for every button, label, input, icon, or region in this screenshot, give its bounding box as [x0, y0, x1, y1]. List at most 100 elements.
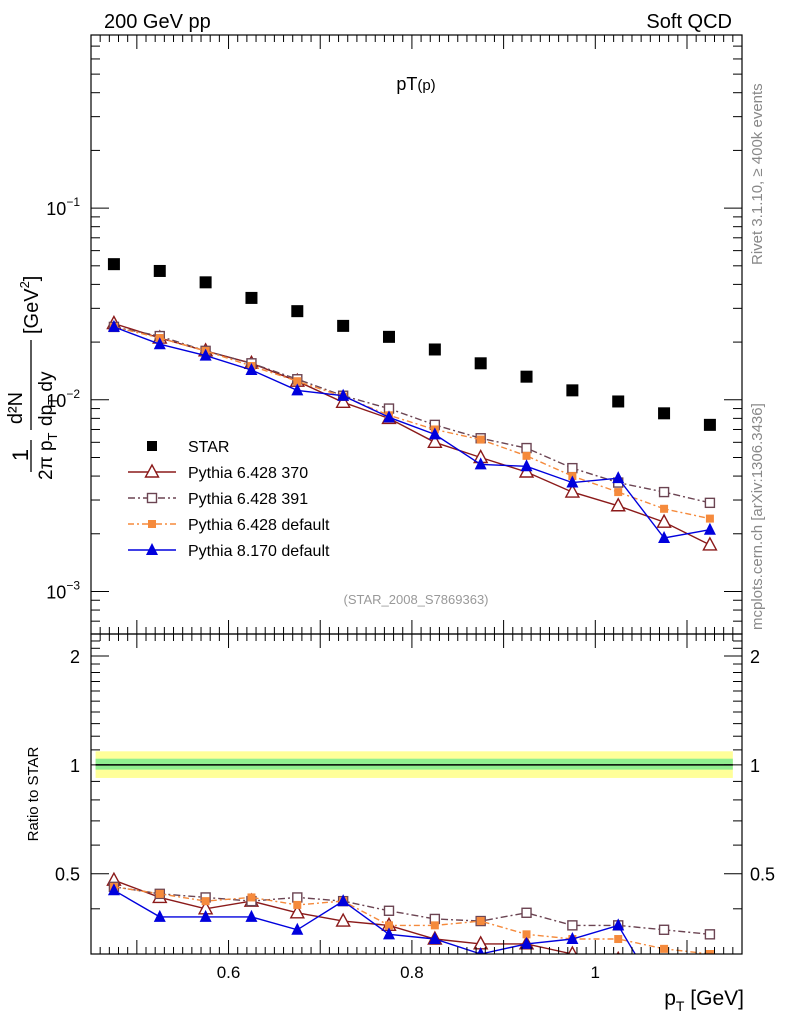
point-star — [612, 395, 625, 408]
y-tick-label: 2 — [750, 647, 760, 667]
point-pdef — [293, 900, 302, 909]
point-p370 — [564, 483, 581, 498]
x-tick-label: 0.8 — [400, 963, 424, 982]
point-p8 — [428, 427, 441, 440]
point-star — [428, 343, 441, 356]
point-star — [566, 384, 579, 397]
point-p370 — [658, 964, 671, 976]
header-left: 200 GeV pp — [104, 11, 211, 33]
point-pdef — [155, 889, 164, 898]
point-pdef — [476, 917, 485, 926]
x-axis-label: pT [GeV] — [664, 987, 744, 1014]
point-star — [703, 418, 716, 431]
point-p391 — [521, 442, 532, 454]
point-pdef — [614, 935, 623, 944]
legend-label: Pythia 6.428 391 — [188, 491, 308, 508]
point-p391 — [704, 497, 716, 509]
point-p370 — [427, 433, 443, 449]
point-p391 — [567, 462, 578, 474]
point-star — [107, 258, 120, 271]
point-pdef — [201, 897, 210, 906]
y-tick-label: 10−1 — [46, 195, 80, 219]
point-p8 — [428, 932, 441, 945]
point-p370 — [567, 945, 577, 954]
point-p8 — [291, 383, 304, 396]
y-tick-label: 2 — [70, 647, 80, 667]
svg-text:dpT dy: dpT dy — [36, 371, 60, 426]
point-star — [382, 330, 395, 343]
point-p8 — [520, 936, 533, 949]
point-star — [474, 357, 487, 370]
legend-label: STAR — [188, 439, 229, 456]
y-tick-label: 1 — [70, 756, 80, 776]
point-p391 — [704, 929, 716, 940]
point-p8 — [382, 410, 395, 423]
point-p8 — [153, 909, 166, 922]
point-p8 — [245, 363, 258, 376]
legend-marker — [148, 520, 156, 528]
point-pdef — [705, 514, 714, 523]
svg-text:2π pT: 2π pT — [36, 432, 60, 480]
point-pdef — [705, 950, 714, 954]
point-star — [520, 370, 533, 383]
point-p8 — [703, 522, 716, 535]
point-p8 — [658, 531, 671, 544]
point-p391 — [658, 486, 670, 498]
point-p8 — [566, 475, 579, 488]
legend-label: Pythia 6.428 370 — [188, 465, 308, 482]
series-line-p8 — [113, 889, 636, 954]
point-pdef — [293, 377, 302, 386]
point-star — [245, 291, 258, 304]
legend-item-star: STAR — [147, 439, 229, 456]
series-line-p391 — [113, 886, 710, 935]
analysis-watermark: (STAR_2008_S7869363) — [343, 592, 488, 607]
point-p8 — [107, 883, 120, 896]
point-pdef — [660, 504, 669, 513]
svg-text:[GeV2]: [GeV2] — [17, 276, 43, 334]
point-p8 — [199, 909, 212, 922]
point-p391 — [521, 907, 532, 918]
y-tick-label: 0.5 — [55, 865, 80, 885]
point-p8 — [382, 927, 395, 940]
side-text-top: Rivet 3.1.10, ≥ 400k events — [749, 83, 766, 265]
point-p391 — [383, 905, 395, 916]
point-star — [199, 276, 212, 289]
y-tick-label: 0.5 — [750, 865, 775, 885]
legend-marker — [146, 543, 158, 555]
chart-title: pT(p) — [396, 74, 435, 94]
legend-marker — [147, 441, 157, 451]
point-p391 — [567, 920, 578, 931]
legend-item-p391: Pythia 6.428 391 — [128, 491, 308, 508]
point-p8 — [337, 388, 350, 401]
svg-text:1: 1 — [8, 449, 33, 461]
y-tick-label: 10−3 — [46, 578, 80, 602]
point-p8 — [245, 909, 258, 922]
point-pdef — [660, 944, 669, 953]
point-p8 — [474, 457, 487, 470]
point-p8 — [704, 958, 716, 970]
ratio-panel-frame — [90, 633, 743, 955]
point-star — [658, 407, 671, 420]
legend-item-pdef: Pythia 6.428 default — [128, 517, 330, 534]
point-star — [153, 264, 166, 277]
legend-item-p370: Pythia 6.428 370 — [128, 463, 308, 482]
point-p370 — [610, 497, 626, 512]
point-p8 — [153, 337, 166, 350]
ratio-y-axis-label: Ratio to STAR — [25, 746, 42, 841]
legend-marker — [144, 463, 160, 478]
point-pdef — [247, 893, 256, 902]
point-p370 — [289, 904, 305, 919]
series-line-pdef — [113, 886, 710, 954]
point-p8 — [199, 348, 212, 361]
side-text-bottom: mcplots.cern.ch [arXiv:1306.3436] — [749, 403, 766, 630]
series-line-p370 — [113, 879, 579, 954]
x-tick-label: 0.6 — [217, 963, 241, 982]
main-y-axis-label: 1 2π pT d²N dpT dy [GeV2] — [5, 276, 60, 480]
point-star — [337, 319, 350, 332]
point-pdef — [384, 921, 393, 930]
point-p8 — [107, 319, 120, 332]
header-right: Soft QCD — [646, 11, 732, 33]
series-line-p8 — [113, 326, 711, 539]
point-p370 — [656, 513, 672, 528]
